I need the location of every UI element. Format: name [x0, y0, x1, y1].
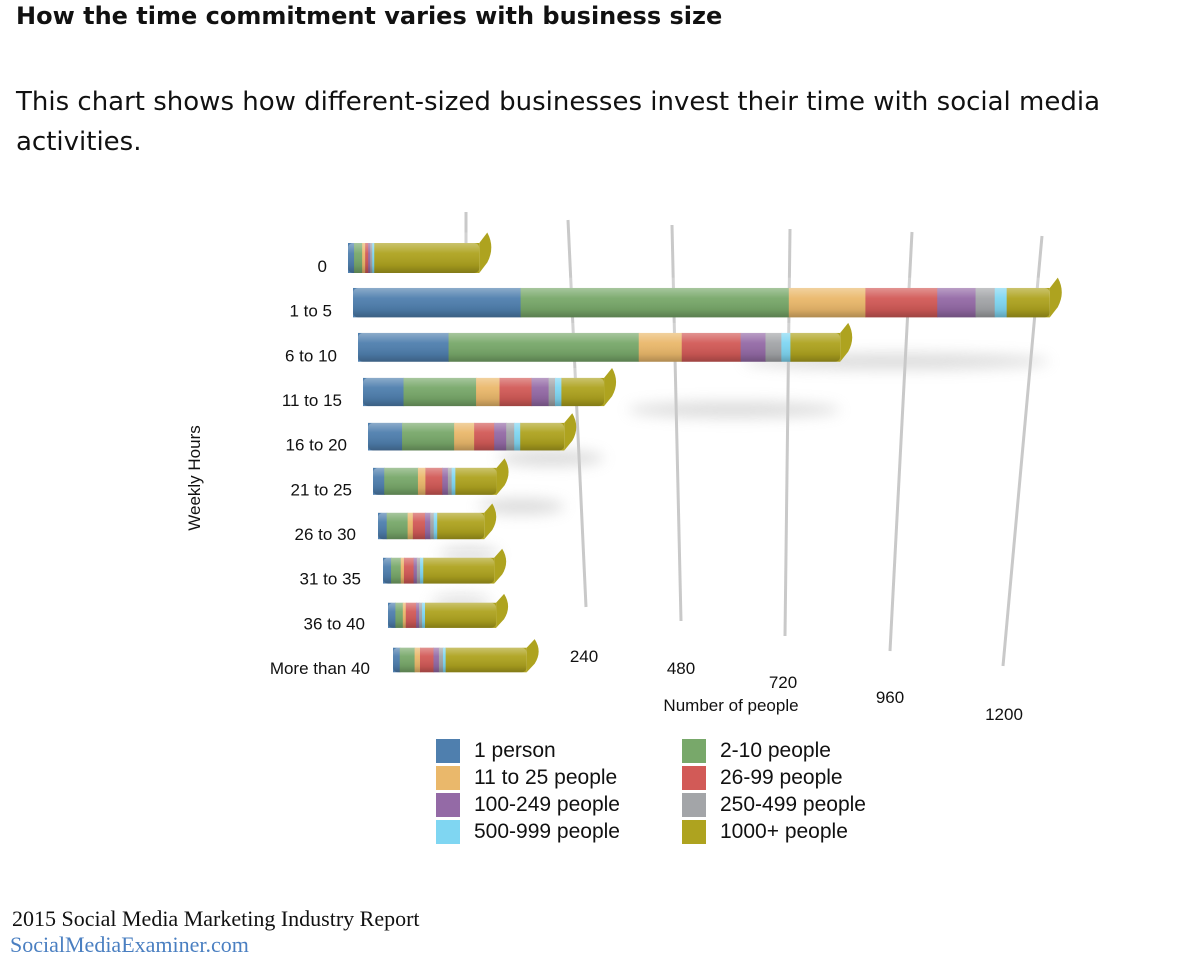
- bar-end-cap: [496, 593, 509, 628]
- bar-end-cap: [526, 639, 539, 673]
- bar-end-cap: [564, 413, 577, 451]
- legend-swatch: [436, 793, 460, 817]
- category-label: 31 to 35: [300, 570, 361, 589]
- bar-shadow: [628, 401, 841, 418]
- bar-row: [373, 458, 509, 495]
- bar-top-face: [368, 413, 573, 423]
- bar-top-face: [358, 322, 849, 333]
- bar-top-face: [378, 503, 493, 513]
- legend-label: 11 to 25 people: [474, 766, 618, 789]
- legend-swatch: [682, 820, 706, 844]
- bar-top-face: [353, 277, 1058, 288]
- category-label: 26 to 30: [295, 525, 356, 544]
- bar-end-cap: [1049, 277, 1062, 318]
- bar-shading: [363, 377, 605, 407]
- legend-label: 1 person: [474, 739, 556, 762]
- bar-shading: [348, 243, 480, 273]
- legend-label: 250-499 people: [720, 793, 866, 816]
- bar-end-cap: [484, 503, 497, 540]
- bar-row: [388, 593, 509, 628]
- bar-row: [348, 232, 492, 273]
- category-label: 0: [318, 257, 327, 276]
- x-tick-label: 1200: [985, 705, 1023, 724]
- bar-shading: [373, 467, 497, 495]
- bar-shading: [368, 422, 565, 451]
- gridline: [566, 219, 588, 608]
- bar-shading: [383, 557, 495, 584]
- bar-end-cap: [840, 322, 853, 362]
- bar-row: [378, 503, 497, 540]
- category-label: 16 to 20: [286, 436, 347, 455]
- y-axis-title: Weekly Hours: [185, 425, 204, 531]
- bar-shading: [393, 647, 527, 673]
- bar-shadow: [477, 498, 565, 515]
- source-link[interactable]: SocialMediaExaminer.com: [10, 932, 249, 957]
- bar-row: [353, 277, 1062, 318]
- legend-item: 2-10 people: [682, 738, 831, 764]
- legend-item: 1000+ people: [682, 819, 848, 845]
- legend-item: 500-999 people: [436, 819, 620, 845]
- category-label: 36 to 40: [304, 614, 365, 633]
- page-subtitle: This chart shows how different-sized bus…: [16, 87, 1101, 157]
- bar-top-face: [388, 593, 505, 603]
- bar-shading: [388, 602, 497, 628]
- bar-end-cap: [604, 368, 617, 407]
- legend-label: 100-249 people: [474, 793, 620, 816]
- bar-shading: [353, 287, 1050, 318]
- bar-shading: [378, 512, 485, 540]
- report-title: 2015 Social Media Marketing Industry Rep…: [12, 906, 420, 931]
- legend-label: 1000+ people: [720, 820, 848, 843]
- bar-row: [393, 639, 539, 673]
- x-tick-label: 480: [667, 659, 695, 678]
- x-tick-label: 720: [769, 673, 797, 692]
- legend-item: 11 to 25 people: [436, 765, 617, 791]
- page-title: How the time commitment varies with busi…: [16, 2, 723, 30]
- bar-end-cap: [479, 232, 492, 273]
- axis-labels: Weekly Hours Number of people 240 480 720 9…: [185, 257, 1023, 724]
- legend-swatch: [436, 766, 460, 790]
- bar-row: [358, 322, 853, 362]
- legend-swatch: [682, 766, 706, 790]
- bar-row: [368, 413, 577, 451]
- bar-end-cap: [496, 458, 509, 495]
- x-tick-label: 960: [876, 688, 904, 707]
- legend-swatch: [682, 739, 706, 763]
- bar-shading: [358, 332, 841, 362]
- category-label: More than 40: [270, 659, 370, 678]
- category-label: 6 to 10: [285, 346, 337, 365]
- category-label: 11 to 15: [282, 391, 342, 410]
- bar-top-face: [363, 368, 613, 378]
- x-tick-label: 240: [570, 647, 598, 666]
- category-label: 21 to 25: [291, 480, 352, 499]
- legend-label: 26-99 people: [720, 766, 843, 789]
- legend-label: 2-10 people: [720, 739, 831, 762]
- legend-item: 26-99 people: [682, 765, 843, 791]
- legend-swatch: [682, 793, 706, 817]
- bar-shadow: [497, 450, 605, 467]
- bar-top-face: [383, 548, 503, 558]
- category-label: 1 to 5: [289, 302, 332, 321]
- legend-item: 100-249 people: [436, 792, 620, 818]
- bar-row: [383, 548, 507, 584]
- legend-label: 500-999 people: [474, 820, 620, 843]
- bar-end-cap: [494, 548, 507, 584]
- legend-swatch: [436, 739, 460, 763]
- bar-row: [363, 368, 617, 407]
- legend-item: 1 person: [436, 738, 556, 764]
- bars: [348, 232, 1062, 673]
- legend-swatch: [436, 820, 460, 844]
- bar-top-face: [393, 639, 535, 648]
- x-axis-title: Number of people: [663, 696, 798, 715]
- legend-item: 250-499 people: [682, 792, 866, 818]
- bar-top-face: [348, 232, 488, 243]
- bar-top-face: [373, 458, 505, 468]
